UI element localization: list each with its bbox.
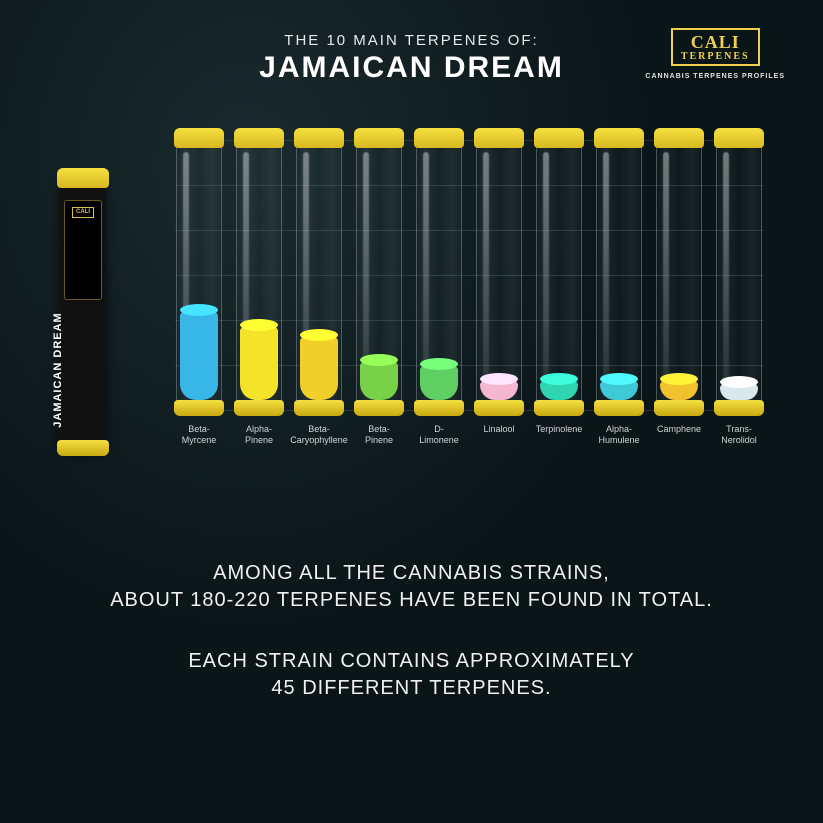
body-text: AMONG ALL THE CANNABIS STRAINS, ABOUT 18…	[0, 560, 823, 702]
terpene-label: D-Limonene	[416, 424, 462, 450]
glass-highlight-icon	[603, 152, 609, 396]
vial-cap-top-icon	[594, 128, 644, 148]
fill-meniscus-icon	[300, 335, 338, 347]
logo-subtitle: CANNABIS TERPENES PROFILES	[645, 72, 785, 81]
vial-cap-top-icon	[534, 128, 584, 148]
logo-badge: CALI TERPENES	[671, 28, 760, 66]
vial-cap-top-icon	[714, 128, 764, 148]
vial-cap-bottom-icon	[534, 400, 584, 416]
strain-name: JAMAICAN DREAM	[52, 310, 64, 430]
vial	[656, 140, 702, 410]
vial-cap-bottom-icon	[174, 400, 224, 416]
vial-cap-bottom-icon	[474, 400, 524, 416]
vial-bars: Beta- Myrcene Alpha- Pinene Beta- Caryophy…	[176, 140, 762, 450]
vial	[416, 140, 462, 410]
terpene-label: Camphene	[657, 424, 701, 450]
vial-column: D-Limonene	[416, 140, 462, 450]
fact-1-line-2: ABOUT 180-220 TERPENES HAVE BEEN FOUND I…	[0, 587, 823, 614]
fill-level	[180, 316, 218, 400]
terpene-label: Beta- Pinene	[365, 424, 393, 450]
fill-meniscus-icon	[540, 379, 578, 391]
vial	[596, 140, 642, 410]
logo-line1: CALI	[681, 33, 750, 51]
terpene-chart: CALI JAMAICAN DREAM Beta- Myrcene Alpha- …	[60, 140, 763, 450]
vial-column: Terpinolene	[536, 140, 582, 450]
glass-highlight-icon	[483, 152, 489, 396]
vial	[536, 140, 582, 410]
fill-meniscus-icon	[420, 364, 458, 376]
vial-column: Beta- Pinene	[356, 140, 402, 450]
terpene-label: Beta- Caryophyllene	[290, 424, 348, 450]
vial-column: Beta- Myrcene	[176, 140, 222, 450]
product-label: CALI	[64, 200, 102, 300]
fact-2-line-1: EACH STRAIN CONTAINS APPROXIMATELY	[0, 648, 823, 675]
vial	[176, 140, 222, 410]
vial-cap-bottom-icon	[414, 400, 464, 416]
vial	[236, 140, 282, 410]
terpene-label: Linalool	[483, 424, 514, 450]
fill-meniscus-icon	[660, 379, 698, 391]
terpene-label: Trans- Nerolidol	[721, 424, 757, 450]
vial-cap-top-icon	[57, 168, 109, 188]
vial-cap-top-icon	[234, 128, 284, 148]
vial	[296, 140, 342, 410]
fill-meniscus-icon	[600, 379, 638, 391]
fill-level	[240, 331, 278, 400]
header: THE 10 MAIN TERPENES OF: JAMAICAN DREAM …	[0, 0, 823, 85]
fill-meniscus-icon	[180, 310, 218, 322]
vial-cap-top-icon	[654, 128, 704, 148]
terpene-label: Alpha- Pinene	[245, 424, 273, 450]
vial-cap-top-icon	[174, 128, 224, 148]
vial-cap-bottom-icon	[57, 440, 109, 456]
fill-meniscus-icon	[480, 379, 518, 391]
vial-cap-bottom-icon	[714, 400, 764, 416]
fill-meniscus-icon	[360, 360, 398, 372]
fact-1-line-1: AMONG ALL THE CANNABIS STRAINS,	[0, 560, 823, 587]
vial-column: Alpha- Pinene	[236, 140, 282, 450]
vial-cap-bottom-icon	[294, 400, 344, 416]
mini-logo-icon: CALI	[72, 207, 94, 218]
vial-column: Trans- Nerolidol	[716, 140, 762, 450]
logo-line2: TERPENES	[681, 51, 750, 63]
vial	[356, 140, 402, 410]
vial-column: Linalool	[476, 140, 522, 450]
vial-cap-bottom-icon	[594, 400, 644, 416]
fact-2-line-2: 45 DIFFERENT TERPENES.	[0, 675, 823, 702]
vial-cap-top-icon	[414, 128, 464, 148]
vial-cap-bottom-icon	[234, 400, 284, 416]
vial-column: Camphene	[656, 140, 702, 450]
vial-cap-bottom-icon	[654, 400, 704, 416]
glass-highlight-icon	[543, 152, 549, 396]
glass-highlight-icon	[663, 152, 669, 396]
vial-column: Beta- Caryophyllene	[296, 140, 342, 450]
vial-column: Alpha- Humulene	[596, 140, 642, 450]
vial	[476, 140, 522, 410]
terpene-label: Terpinolene	[536, 424, 583, 450]
glass-highlight-icon	[723, 152, 729, 396]
fill-meniscus-icon	[720, 382, 758, 394]
fill-meniscus-icon	[240, 325, 278, 337]
vial-cap-top-icon	[354, 128, 404, 148]
product-vial: CALI JAMAICAN DREAM	[60, 180, 106, 450]
vial-cap-bottom-icon	[354, 400, 404, 416]
terpene-label: Beta- Myrcene	[182, 424, 217, 450]
vial	[716, 140, 762, 410]
vial-cap-top-icon	[474, 128, 524, 148]
brand-logo: CALI TERPENES CANNABIS TERPENES PROFILES	[645, 28, 785, 81]
vial-cap-top-icon	[294, 128, 344, 148]
terpene-label: Alpha- Humulene	[598, 424, 639, 450]
fill-level	[300, 341, 338, 400]
